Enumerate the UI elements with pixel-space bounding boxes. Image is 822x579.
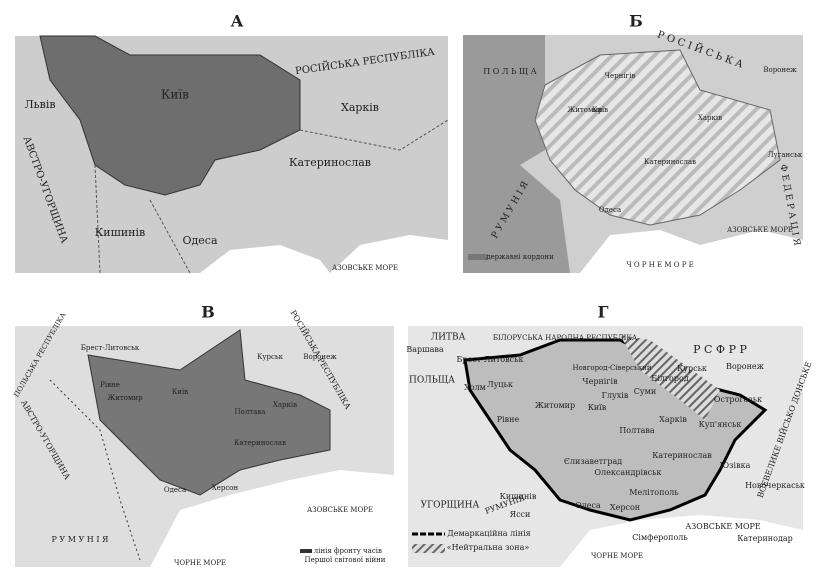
map-label: В: [201, 303, 215, 322]
map-v: [15, 326, 394, 567]
place-label: Брест-Литовськ: [457, 355, 524, 364]
place-label: Ясси: [510, 510, 531, 519]
place-label: БІЛОРУСЬКА НАРОДНА РЕСПУБЛІКА: [493, 334, 638, 342]
place-label: Харків: [698, 114, 722, 122]
place-label: Новгород-Сіверський: [572, 364, 651, 372]
place-label: Полтава: [235, 408, 266, 416]
place-label: державні кордони: [486, 253, 554, 261]
place-label: Білгород: [651, 374, 688, 383]
place-label: Київ: [172, 388, 188, 396]
map-label: Г: [597, 303, 608, 322]
place-label: Катеринослав: [289, 156, 371, 169]
place-label: Кишинів: [500, 492, 537, 501]
place-label: ЧОРНЕ МОРЕ: [591, 552, 643, 560]
place-label: Воронеж: [763, 66, 797, 74]
place-label: Одеса: [182, 234, 217, 247]
place-label: Рівне: [497, 415, 520, 424]
place-label: Першої світової війни: [305, 556, 386, 564]
place-label: «Нейтральна зона»: [447, 543, 530, 552]
place-label: Кишинів: [95, 226, 145, 239]
place-label: Демаркаційна лінія: [447, 529, 530, 538]
place-label: Житомир: [107, 394, 143, 402]
place-label: Ч О Р Н Е М О Р Е: [626, 261, 694, 269]
place-label: Катеринослав: [652, 451, 712, 460]
place-label: Олександрівськ: [595, 468, 662, 477]
place-label: Луцьк: [487, 380, 513, 389]
place-label: Суми: [634, 387, 656, 396]
place-label: Новочеркаськ: [745, 481, 805, 490]
place-label: Одеса: [599, 206, 621, 214]
place-label: Херсон: [610, 503, 640, 512]
place-label: Харків: [659, 415, 687, 424]
place-label: Одеса: [164, 486, 186, 494]
place-label: Львів: [24, 98, 55, 111]
map-label: А: [230, 12, 243, 31]
place-label: – лінія фронту часів: [308, 547, 382, 555]
place-label: Полтава: [619, 426, 655, 435]
place-label: Житомир: [535, 401, 575, 410]
place-label: Сімферополь: [632, 533, 688, 542]
place-label: Чернігів: [605, 72, 636, 80]
place-label: Воронеж: [303, 353, 337, 361]
place-label: Мелітополь: [629, 488, 679, 497]
place-label: Харків: [341, 101, 379, 114]
place-label: Київ: [592, 106, 608, 114]
map-g: [408, 326, 803, 567]
place-label: Луганськ: [768, 151, 803, 159]
place-label: Курськ: [257, 353, 284, 361]
map-a: [15, 35, 449, 274]
place-label: Єлизаветград: [564, 457, 622, 466]
map-b: [463, 35, 803, 273]
place-label: Острогозьк: [714, 395, 762, 404]
place-label: ЧОРНЕ МОРЕ: [174, 559, 226, 567]
place-label: ЛИТВА: [431, 333, 466, 343]
place-label: Холм: [464, 383, 486, 392]
place-label: Одеса: [575, 501, 601, 510]
place-label: Катеринослав: [234, 439, 286, 447]
place-label: Катеринодар: [737, 534, 793, 543]
place-label: Харків: [273, 401, 297, 409]
place-label: Юзівка: [720, 461, 751, 470]
place-label: Житомир: [567, 106, 603, 114]
place-label: АЗОВСЬКЕ МОРЕ: [727, 226, 793, 234]
place-label: ПОЛЬЩА: [409, 376, 455, 386]
place-label: Київ: [161, 88, 189, 102]
place-label: Глухів: [602, 391, 629, 400]
place-label: Чернігів: [582, 377, 618, 386]
place-label: Брест-Литовськ: [81, 344, 140, 352]
place-label: Рівне: [100, 381, 120, 389]
place-label: АЗОВСЬКЕ МОРЕ: [685, 522, 761, 531]
place-label: Р У М У Н І Я: [52, 535, 110, 544]
place-label: АЗОВСЬКЕ МОРЕ: [307, 506, 373, 514]
place-label: Р С Ф Р Р: [693, 343, 747, 356]
place-label: П О Л Ь Щ А: [483, 67, 537, 76]
place-label: АЗОВСЬКЕ МОРЕ: [332, 264, 398, 272]
place-label: Катеринослав: [644, 158, 696, 166]
place-label: Варшава: [406, 345, 443, 354]
place-label: Воронеж: [726, 362, 765, 371]
place-label: Куп'янськ: [699, 420, 742, 429]
place-label: Київ: [588, 403, 607, 412]
place-label: УГОРЩИНА: [421, 501, 480, 511]
place-label: Херсон: [212, 484, 239, 492]
map-label: Б: [629, 12, 643, 31]
place-label: Курськ: [677, 364, 707, 373]
